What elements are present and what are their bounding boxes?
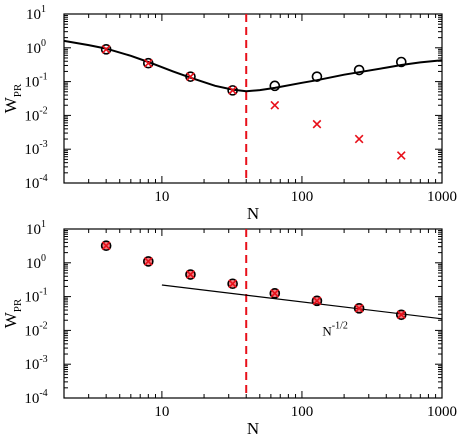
power-law-line: [161, 284, 443, 320]
data-point-circle: [311, 295, 323, 307]
plot-frame: [63, 13, 443, 184]
data-point-circle: [185, 269, 196, 280]
data-point-cross: [186, 72, 195, 82]
x-axis-label: N: [247, 419, 259, 434]
data-point-circle: [227, 278, 238, 290]
fit-curve: [63, 39, 443, 93]
data-point-circle: [100, 240, 112, 252]
data-point-cross: [354, 303, 364, 313]
data-point-cross: [396, 151, 406, 160]
data-point-cross: [101, 241, 111, 251]
y-axis-label: WPR: [1, 83, 24, 113]
data-point-circle: [395, 309, 407, 321]
y-tick-label: 10-2: [24, 105, 47, 124]
data-point-circle: [227, 85, 238, 96]
y-tick-label: 10-4: [24, 173, 47, 192]
data-point-cross: [101, 44, 111, 54]
x-tick-label: 1000: [427, 189, 457, 205]
data-point-cross: [143, 257, 153, 266]
y-tick-label: 100: [26, 253, 46, 272]
bottom-panel: 10 100 1000 10-4 10-3 10-2 10-1 100 101 N WPR N-1/2: [1, 219, 457, 434]
data-point-cross: [312, 119, 322, 129]
data-point-circle: [353, 303, 365, 314]
x-axis-label: N: [247, 204, 259, 223]
y-axis-label: WPR: [1, 298, 24, 328]
data-point-cross: [270, 100, 280, 110]
x-tick-label: 100: [291, 189, 314, 205]
data-point-circle: [269, 288, 281, 299]
y-tick-label: 101: [26, 219, 46, 238]
data-point-cross: [228, 86, 238, 95]
data-point-cross: [312, 296, 322, 306]
y-tick-label: 10-3: [24, 139, 47, 158]
data-point-circle: [353, 64, 365, 76]
data-point-circle: [185, 71, 196, 82]
y-tick-label: 100: [26, 38, 46, 57]
data-point-cross: [143, 58, 153, 68]
data-point-circle: [395, 56, 407, 68]
x-tick-label: 10: [154, 404, 169, 420]
y-tick-label: 10-3: [24, 354, 47, 373]
data-point-circle: [269, 80, 281, 92]
plot-frame: [63, 228, 443, 399]
data-point-cross: [186, 270, 195, 279]
data-point-cross: [396, 310, 406, 320]
y-tick-label: 10-1: [24, 72, 47, 91]
data-point-cross: [228, 279, 238, 289]
data-point-circle: [143, 57, 154, 69]
top-panel: 10 100 1000 10-4 10-3 10-2 10-1 100 101 N WPR: [1, 4, 457, 223]
y-tick-label: 10-1: [24, 287, 47, 306]
data-point-cross: [354, 134, 364, 144]
data-point-cross: [270, 288, 280, 298]
x-tick-label: 1000: [427, 404, 457, 420]
data-point-circle: [143, 256, 154, 267]
x-tick-label: 10: [154, 189, 169, 205]
data-point-circle: [100, 44, 112, 55]
x-tick-label: 100: [291, 404, 314, 420]
power-law-annotation: N-1/2: [322, 321, 348, 339]
data-point-circle: [311, 71, 323, 82]
y-tick-label: 10-2: [24, 320, 47, 339]
y-tick-label: 10-4: [24, 388, 47, 407]
y-tick-label: 101: [26, 4, 46, 23]
